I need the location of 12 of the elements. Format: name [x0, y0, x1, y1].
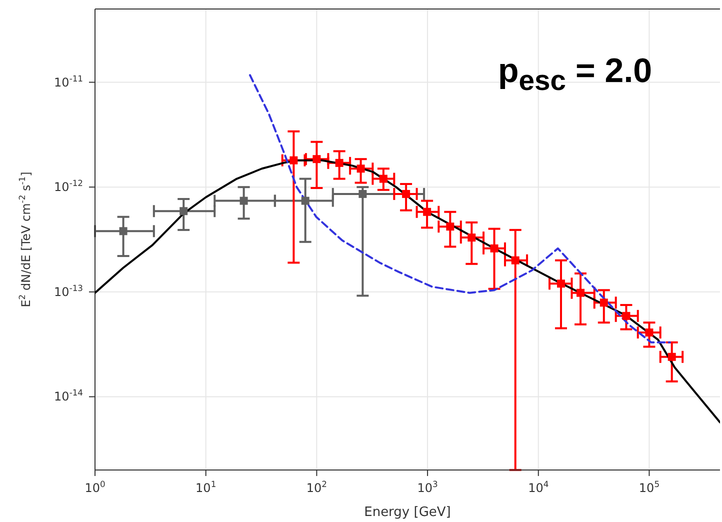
x-tick-label: 10$^{0}$: [84, 479, 106, 495]
x-tick-label: 10$^{4}$: [528, 479, 549, 495]
x-tick-label: 10$^{1}$: [196, 479, 216, 495]
y-tick-label: 10$^{-12}$: [54, 178, 83, 194]
x-axis-title: Energy [GeV]: [364, 505, 451, 520]
x-tick-label: 10$^{2}$: [306, 479, 328, 495]
y-tick-label: 10$^{-13}$: [54, 282, 83, 299]
x-tick-label: 10$^{5}$: [638, 479, 660, 495]
y-tick-label: 10$^{-11}$: [54, 73, 83, 90]
y-tick-label: 10$^{-14}$: [54, 388, 83, 404]
x-tick-label: 10$^{3}$: [417, 479, 438, 495]
annotation: p$_{esc}$ = 2.0: [498, 52, 652, 98]
